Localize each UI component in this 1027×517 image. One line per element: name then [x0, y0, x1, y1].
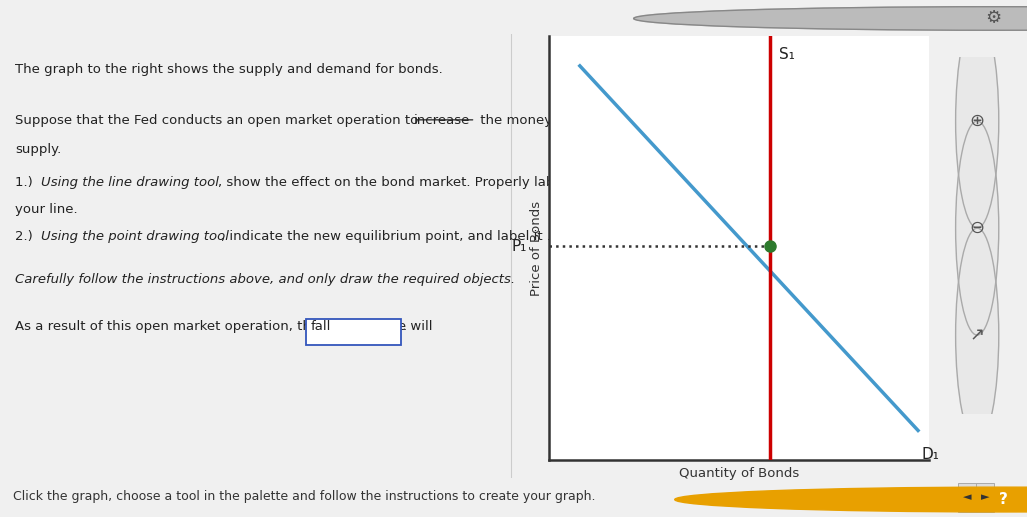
Text: ?: ?	[999, 492, 1007, 507]
Circle shape	[675, 487, 1027, 512]
Text: Suppose that the Fed conducts an open market operation to: Suppose that the Fed conducts an open ma…	[15, 114, 423, 127]
Text: increase: increase	[414, 114, 470, 127]
Text: As a result of this open market operation, the interest rate will: As a result of this open market operatio…	[15, 321, 438, 333]
Y-axis label: Price of Bonds: Price of Bonds	[530, 201, 542, 296]
Circle shape	[956, 14, 999, 228]
Text: The graph to the right shows the supply and demand for bonds.: The graph to the right shows the supply …	[15, 63, 444, 75]
Text: supply.: supply.	[15, 143, 62, 156]
Text: , show the effect on the bond market. Properly label: , show the effect on the bond market. Pr…	[218, 176, 566, 189]
Text: , indicate the new equilibrium point, and label it .: , indicate the new equilibrium point, an…	[221, 230, 550, 243]
Text: Click the graph, choose a tool in the palette and follow the instructions to cre: Click the graph, choose a tool in the pa…	[13, 490, 596, 504]
Text: 1.): 1.)	[15, 176, 37, 189]
Text: D₁: D₁	[922, 447, 940, 462]
Text: ⊕: ⊕	[969, 112, 985, 130]
Text: ◄: ◄	[963, 493, 972, 503]
Text: ⚙: ⚙	[985, 9, 1001, 27]
Circle shape	[956, 228, 999, 442]
Text: S₁: S₁	[779, 47, 795, 62]
FancyBboxPatch shape	[976, 483, 994, 512]
Circle shape	[634, 7, 1027, 30]
Text: Carefully follow the instructions above, and only draw the required objects.: Carefully follow the instructions above,…	[15, 273, 516, 286]
Text: .: .	[403, 321, 407, 333]
Text: ►: ►	[981, 493, 989, 503]
Text: P₁: P₁	[511, 238, 527, 253]
Text: your line.: your line.	[15, 204, 78, 217]
FancyBboxPatch shape	[306, 319, 401, 345]
Text: the money: the money	[476, 114, 551, 127]
Text: Using the point drawing tool: Using the point drawing tool	[41, 230, 229, 243]
Circle shape	[956, 121, 999, 335]
Text: 2.): 2.)	[15, 230, 37, 243]
Text: Using the line drawing tool: Using the line drawing tool	[41, 176, 219, 189]
Text: ↗: ↗	[969, 326, 985, 344]
Text: fall: fall	[310, 321, 331, 333]
X-axis label: Quantity of Bonds: Quantity of Bonds	[679, 467, 800, 480]
FancyBboxPatch shape	[958, 483, 977, 512]
Text: ⊖: ⊖	[969, 219, 985, 237]
